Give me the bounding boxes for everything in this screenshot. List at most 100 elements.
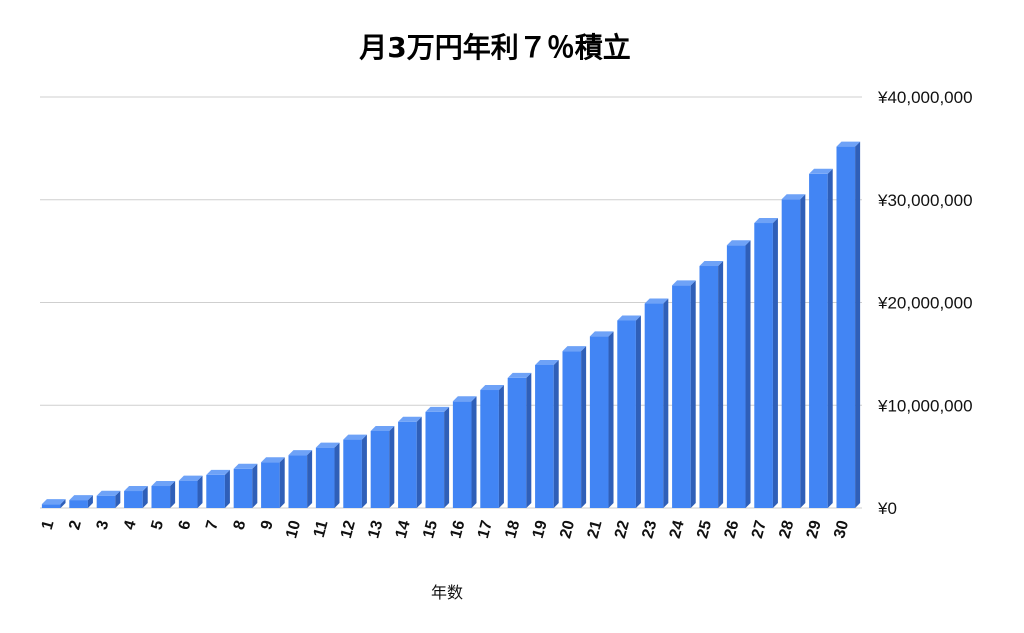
bar-side bbox=[635, 315, 641, 508]
bar-side bbox=[855, 141, 861, 508]
bar-top bbox=[617, 315, 641, 321]
bar-top bbox=[589, 331, 614, 337]
bar-side bbox=[663, 298, 669, 508]
bars bbox=[41, 141, 861, 509]
bar-front bbox=[206, 474, 225, 508]
bar bbox=[233, 463, 258, 508]
bar bbox=[288, 450, 313, 508]
x-tick-label: 22 bbox=[612, 519, 633, 541]
x-tick-label: 24 bbox=[667, 519, 688, 541]
bar-top bbox=[726, 240, 751, 246]
bar-top bbox=[562, 346, 587, 352]
x-tick-label: 4 bbox=[121, 519, 140, 532]
bar bbox=[480, 385, 504, 508]
bar-side bbox=[444, 406, 450, 508]
bar-top bbox=[343, 434, 367, 440]
bar-side bbox=[416, 416, 422, 508]
y-tick-label: ¥20,000,000 bbox=[877, 294, 973, 313]
bar-front bbox=[452, 401, 472, 508]
bar-side bbox=[252, 463, 258, 508]
bar-side bbox=[498, 385, 504, 508]
bar bbox=[124, 486, 148, 508]
x-tick-label: 2 bbox=[66, 519, 85, 532]
x-tick-label: 13 bbox=[365, 519, 386, 541]
bar-top bbox=[672, 280, 696, 286]
x-tick-label: 27 bbox=[749, 519, 770, 541]
bar-top bbox=[124, 486, 148, 492]
x-tick-label: 7 bbox=[203, 519, 222, 532]
x-tick-label: 19 bbox=[530, 519, 551, 541]
bar-front bbox=[781, 199, 801, 508]
bar bbox=[178, 475, 203, 508]
bar-front bbox=[288, 455, 308, 508]
bar-top bbox=[69, 495, 93, 501]
bar-top bbox=[480, 385, 504, 391]
bar-side bbox=[170, 481, 176, 508]
bar bbox=[41, 499, 66, 508]
bar-side bbox=[142, 486, 148, 508]
bar-front bbox=[754, 223, 773, 508]
bar-top bbox=[781, 194, 806, 200]
bar-side bbox=[361, 434, 367, 508]
bar-top bbox=[206, 469, 230, 475]
bar-front bbox=[617, 320, 636, 508]
bar bbox=[343, 434, 367, 508]
x-tick-label: 5 bbox=[148, 519, 167, 532]
x-tick-label: 15 bbox=[420, 519, 441, 541]
bar-front bbox=[233, 468, 253, 508]
bar-top bbox=[151, 481, 176, 487]
bar-front bbox=[589, 336, 609, 508]
bar-front bbox=[178, 480, 198, 508]
x-tick-label: 28 bbox=[776, 519, 797, 541]
bar bbox=[754, 218, 778, 508]
bar bbox=[206, 469, 230, 508]
bar-front bbox=[69, 500, 88, 508]
bar-front bbox=[398, 421, 417, 508]
x-tick-label: 16 bbox=[448, 519, 469, 541]
bar-side bbox=[772, 218, 778, 508]
bar bbox=[617, 315, 641, 508]
bar-side bbox=[690, 280, 696, 508]
bar-top bbox=[288, 450, 313, 456]
bar-side bbox=[334, 442, 340, 508]
bar-top bbox=[425, 406, 450, 412]
bar bbox=[398, 416, 422, 508]
y-tick-label: ¥40,000,000 bbox=[877, 88, 973, 107]
x-tick-label: 9 bbox=[258, 519, 277, 532]
y-tick-label: ¥10,000,000 bbox=[877, 396, 973, 415]
bar-front bbox=[507, 377, 527, 508]
x-tick-label: 14 bbox=[393, 519, 414, 541]
x-tick-label: 30 bbox=[831, 519, 852, 541]
bar-top bbox=[836, 141, 861, 147]
bar-front bbox=[480, 390, 499, 508]
bar bbox=[69, 495, 93, 508]
bar-top bbox=[41, 499, 66, 505]
bar-front bbox=[562, 351, 582, 508]
bar-top bbox=[370, 425, 395, 431]
bar-top bbox=[233, 463, 258, 469]
bar bbox=[644, 298, 669, 508]
bar-top bbox=[699, 261, 724, 267]
x-tick-label: 11 bbox=[311, 519, 332, 540]
bar-front bbox=[315, 447, 335, 508]
bar-top bbox=[754, 218, 778, 224]
bar-side bbox=[60, 499, 66, 508]
bar-front bbox=[699, 266, 719, 508]
bar-front bbox=[535, 364, 554, 508]
bar bbox=[535, 359, 559, 508]
bar bbox=[589, 331, 614, 508]
bar-top bbox=[452, 396, 477, 402]
bar-side bbox=[389, 425, 395, 508]
gridlines bbox=[40, 96, 862, 509]
bar-front bbox=[41, 504, 61, 508]
bar-side bbox=[279, 457, 285, 508]
x-tick-label: 18 bbox=[502, 519, 523, 541]
bar-side bbox=[87, 495, 93, 508]
x-tick-label: 1 bbox=[39, 519, 58, 532]
bar-top bbox=[315, 442, 340, 448]
bar bbox=[507, 372, 532, 508]
bar-side bbox=[745, 240, 751, 509]
x-tick-label: 26 bbox=[722, 519, 743, 541]
x-axis-ticks: 1 2 3 4 5 6 7 8 9 10 11 12 13 14 15 16 17 18 19 20 21 22 23 24 2… bbox=[39, 519, 852, 541]
